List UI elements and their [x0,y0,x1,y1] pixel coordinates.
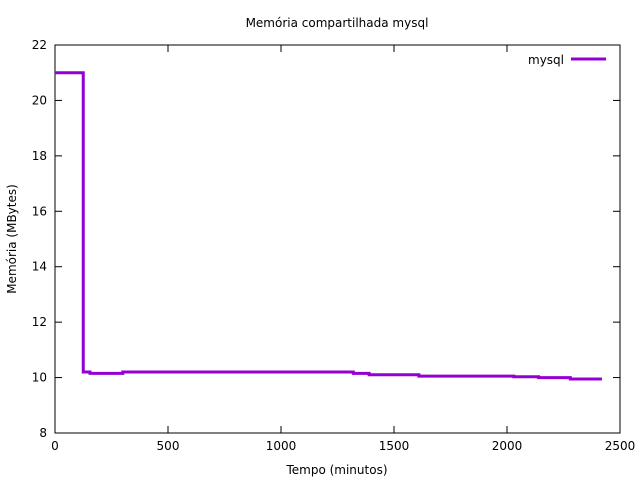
series-line-mysql [55,71,602,381]
y-axis-label: Memória (MBytes) [5,184,19,294]
x-tick-label: 1500 [379,439,410,453]
y-tick-label: 18 [32,149,47,163]
x-tick-label: 1000 [266,439,297,453]
x-tick-label: 0 [51,439,59,453]
y-tick-label: 22 [32,38,47,52]
y-tick-label: 20 [32,93,47,107]
x-tick-label: 2000 [492,439,523,453]
plot-frame [54,44,621,434]
y-tick-label: 8 [39,426,47,440]
y-axis: 8 10 12 14 16 18 20 22 [32,38,620,440]
y-tick-label: 16 [32,204,47,218]
y-tick-label: 10 [32,371,47,385]
series-layer [55,71,602,381]
x-axis-label: Tempo (minutos) [285,463,387,477]
x-tick-label: 2500 [605,439,636,453]
y-tick-label: 12 [32,315,47,329]
legend: mysql [528,53,606,67]
x-tick-label: 500 [157,439,180,453]
x-axis: 0 500 1000 1500 2000 2500 [51,45,635,453]
legend-label: mysql [528,53,564,67]
chart-title: Memória compartilhada mysql [246,16,429,30]
y-tick-label: 14 [32,260,47,274]
